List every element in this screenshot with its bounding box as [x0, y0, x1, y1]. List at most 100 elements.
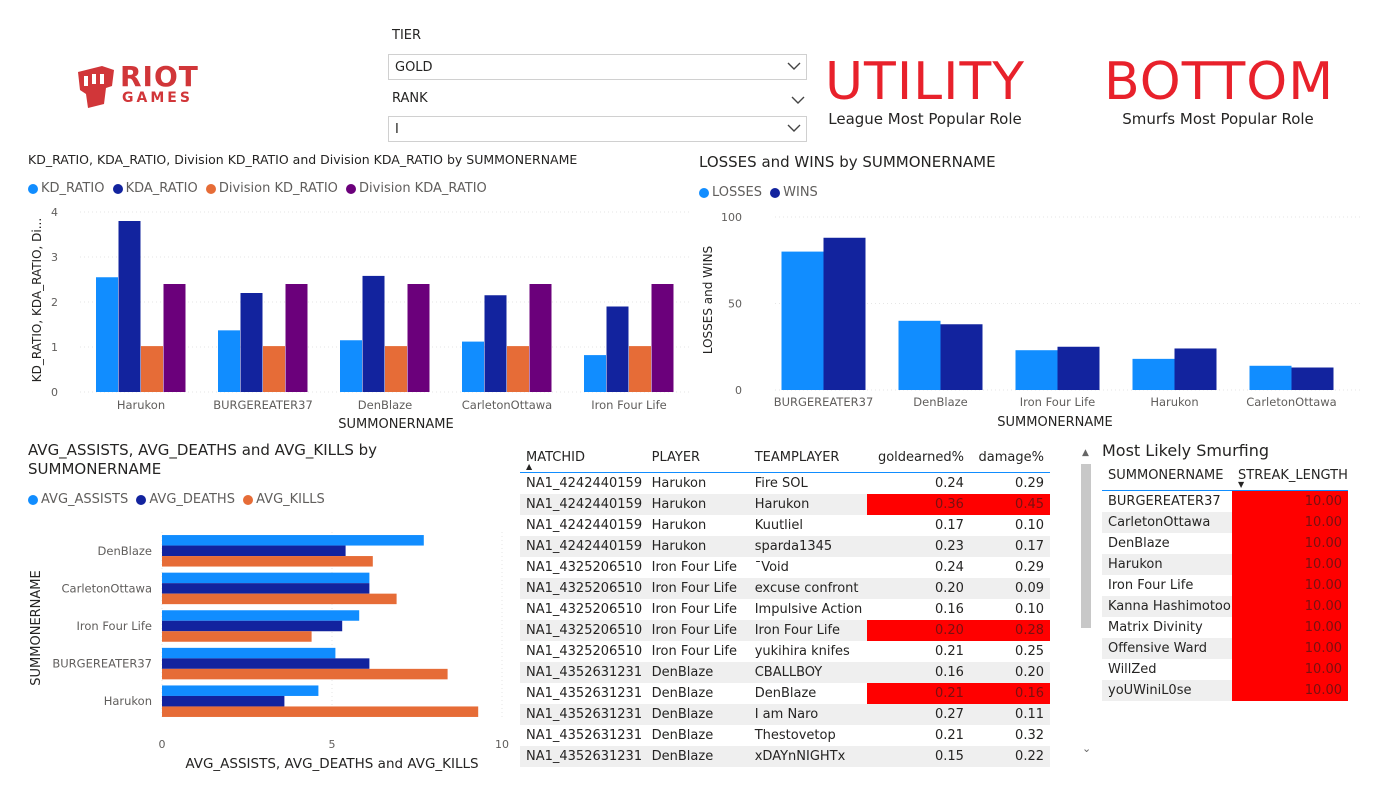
- legend-item[interactable]: WINS: [770, 185, 818, 200]
- scroll-up-icon[interactable]: ▲: [1082, 448, 1089, 458]
- cell-summonername: Iron Four Life: [1108, 577, 1194, 593]
- bar: [162, 668, 448, 680]
- col-header-damage[interactable]: damage%: [978, 450, 1044, 466]
- lw-chart-legend: LOSSES WINS: [699, 185, 818, 200]
- kd-chart-title: KD_RATIO, KDA_RATIO, Division KD_RATIO a…: [28, 152, 578, 167]
- table-row[interactable]: NA1_4352631231 DenBlaze I am Naro 0.27 0.11: [520, 703, 1050, 725]
- chevron-down-icon: [787, 124, 801, 132]
- table-row[interactable]: DenBlaze 10.00: [1102, 532, 1348, 554]
- table-row[interactable]: NA1_4242440159 Harukon Fire SOL 0.24 0.29: [520, 472, 1050, 494]
- table-row[interactable]: CarletonOttawa 10.00: [1102, 511, 1348, 533]
- table-row[interactable]: yoUWiniL0se 10.00: [1102, 679, 1348, 701]
- y-tick-label: 50: [728, 298, 742, 311]
- col-header-teamplayer[interactable]: TEAMPLAYER: [754, 450, 840, 466]
- cell-damage: 0.25: [1015, 643, 1044, 659]
- table-row[interactable]: Iron Four Life 10.00: [1102, 574, 1348, 596]
- col-header-goldearned[interactable]: goldearned%: [877, 450, 964, 466]
- table-row[interactable]: NA1_4352631231 DenBlaze CBALLBOY 0.16 0.20: [520, 661, 1050, 683]
- y-tick-label: 100: [721, 211, 742, 224]
- x-tick-label: Iron Four Life: [1020, 395, 1096, 409]
- bar: [162, 706, 479, 717]
- bar: [96, 277, 118, 392]
- col-header-summonername[interactable]: SUMMONERNAME: [1108, 468, 1224, 484]
- cell-matchid: NA1_4352631231: [526, 685, 643, 701]
- legend-item[interactable]: AVG_ASSISTS: [28, 492, 128, 507]
- x-tick-label: Harukon: [1150, 395, 1198, 409]
- x-tick-label: CarletonOttawa: [1246, 395, 1336, 409]
- cell-player: DenBlaze: [651, 727, 714, 743]
- sort-ascending-icon: ▲: [526, 462, 533, 471]
- table-row[interactable]: WillZed 10.00: [1102, 658, 1348, 680]
- bar: [1057, 346, 1100, 390]
- table-row[interactable]: Matrix Divinity 10.00: [1102, 616, 1348, 638]
- cell-player: DenBlaze: [651, 685, 714, 701]
- table-row[interactable]: NA1_4352631231 DenBlaze xDAYnNIGHTx 0.15 0.2…: [520, 745, 1050, 767]
- bar: [651, 284, 674, 392]
- cell-summonername: WillZed: [1108, 661, 1157, 677]
- cell-summonername: BURGEREATER37: [1108, 493, 1221, 509]
- cell-teamplayer: Impulsive Action: [754, 601, 863, 617]
- cell-player: Iron Four Life: [651, 580, 737, 596]
- legend-item[interactable]: Division KD_RATIO: [205, 181, 338, 196]
- cell-matchid: NA1_4325206510: [526, 559, 643, 575]
- table-row[interactable]: NA1_4325206510 Iron Four Life excuse confr…: [520, 577, 1050, 599]
- bar: [162, 583, 370, 594]
- legend-item[interactable]: KD_RATIO: [28, 181, 104, 196]
- table-row[interactable]: NA1_4242440159 Harukon sparda1345 0.23 0.17: [520, 535, 1050, 557]
- bar: [629, 346, 651, 392]
- bar: [1174, 348, 1217, 390]
- cell-streak-length: 10.00: [1232, 658, 1348, 680]
- bar: [162, 685, 319, 696]
- cell-summonername: Offensive Ward: [1108, 640, 1207, 656]
- bar: [898, 320, 941, 390]
- table-row[interactable]: Offensive Ward 10.00: [1102, 637, 1348, 659]
- cell-matchid: NA1_4325206510: [526, 601, 643, 617]
- col-header-player[interactable]: PLAYER: [651, 450, 701, 466]
- col-header-matchid[interactable]: MATCHID ▲: [526, 450, 585, 471]
- cell-damage: 0.10: [1015, 601, 1044, 617]
- cell-streak-length: 10.00: [1232, 511, 1348, 533]
- cell-player: Harukon: [651, 538, 707, 554]
- rank-collapse-chevron-icon[interactable]: [790, 92, 806, 108]
- table-row[interactable]: Kanna Hashimotoo 10.00: [1102, 595, 1348, 617]
- table-row[interactable]: NA1_4352631231 DenBlaze DenBlaze 0.21 0.16: [520, 682, 1050, 704]
- bar: [240, 293, 263, 392]
- x-tick-label: CarletonOttawa: [462, 398, 552, 412]
- cell-player: DenBlaze: [651, 706, 714, 722]
- scroll-down-icon[interactable]: ⌄: [1082, 742, 1092, 755]
- cell-summonername: Harukon: [1108, 556, 1163, 572]
- bar: [940, 324, 983, 390]
- col-header-streak-length[interactable]: STREAK_LENGTH ▼: [1238, 468, 1348, 489]
- rank-dropdown[interactable]: I: [388, 116, 807, 142]
- cell-player: Harukon: [651, 475, 707, 491]
- cell-summonername: Kanna Hashimotoo: [1108, 598, 1231, 614]
- table-row[interactable]: Harukon 10.00: [1102, 553, 1348, 575]
- table-row[interactable]: NA1_4242440159 Harukon Kuutliel 0.17 0.10: [520, 515, 1050, 536]
- cell-teamplayer: Thestovetop: [754, 727, 836, 743]
- table-row[interactable]: NA1_4325206510 Iron Four Life yukihira kni…: [520, 641, 1050, 662]
- x-tick-label: BURGEREATER37: [213, 398, 313, 412]
- legend-item[interactable]: LOSSES: [699, 185, 762, 200]
- table-row[interactable]: NA1_4325206510 Iron Four Life ¯Void 0.24 0.2…: [520, 557, 1050, 578]
- y-tick-label: Harukon: [104, 694, 152, 708]
- cell-goldearned: 0.20: [867, 619, 970, 641]
- match-table-scrollbar[interactable]: ▲ ⌄: [1080, 446, 1092, 764]
- legend-item[interactable]: Division KDA_RATIO: [346, 181, 487, 196]
- table-row[interactable]: NA1_4352631231 DenBlaze Thestovetop 0.21 0.3…: [520, 725, 1050, 746]
- table-row[interactable]: NA1_4242440159 Harukon Harukon 0.36 0.45: [520, 493, 1050, 515]
- legend-item[interactable]: AVG_KILLS: [243, 492, 325, 507]
- cell-player: DenBlaze: [651, 664, 714, 680]
- cell-damage: 0.10: [1015, 517, 1044, 533]
- table-row[interactable]: BURGEREATER37 10.00: [1102, 490, 1348, 512]
- table-row[interactable]: NA1_4325206510 Iron Four Life Impulsive Ac…: [520, 599, 1050, 620]
- tier-dropdown[interactable]: GOLD: [388, 54, 807, 80]
- table-row[interactable]: NA1_4325206510 Iron Four Life Iron Four Li…: [520, 619, 1050, 641]
- cell-damage: 0.22: [1015, 748, 1044, 764]
- scroll-thumb[interactable]: [1081, 464, 1091, 628]
- cell-teamplayer: excuse confront: [754, 580, 859, 596]
- x-tick-label: Iron Four Life: [591, 398, 667, 412]
- cell-streak-length: 10.00: [1232, 595, 1348, 617]
- legend-item[interactable]: AVG_DEATHS: [136, 492, 235, 507]
- bar: [484, 295, 507, 392]
- legend-item[interactable]: KDA_RATIO: [112, 181, 198, 196]
